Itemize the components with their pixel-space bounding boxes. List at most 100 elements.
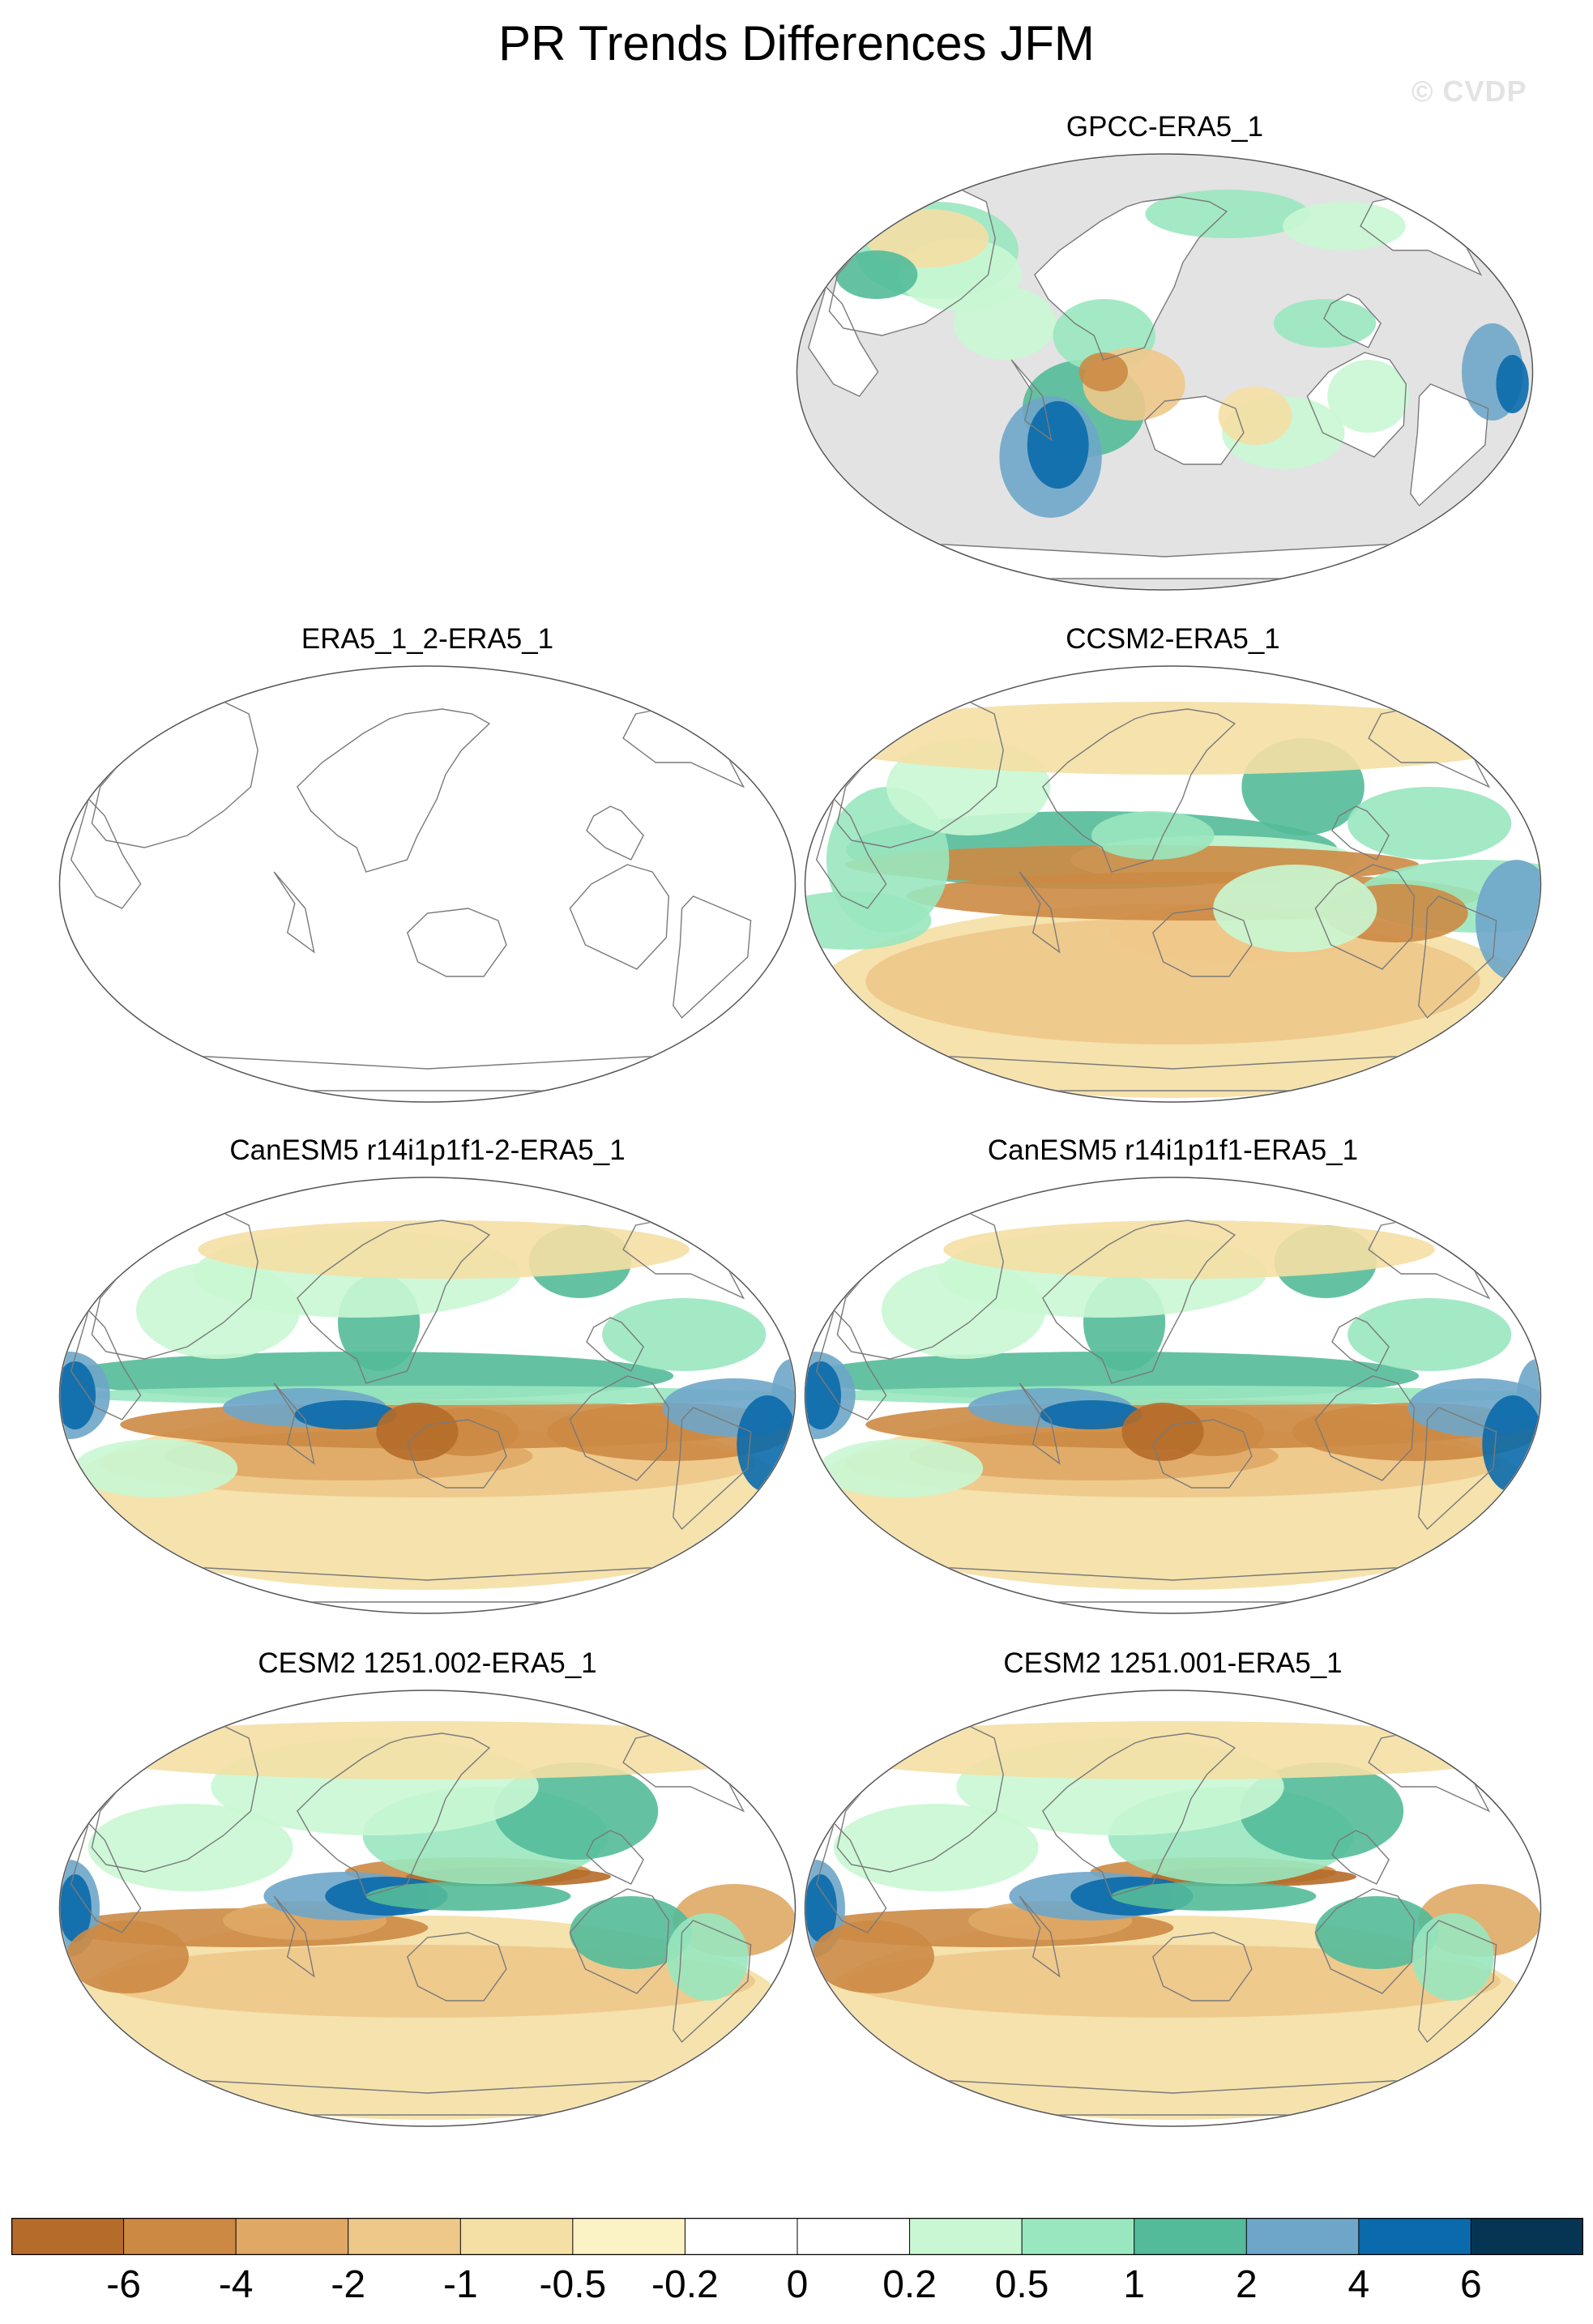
anomaly-patch [845, 1945, 1501, 2018]
robinson-map [58, 1177, 796, 1614]
colorbar [11, 2218, 1583, 2255]
page-title: PR Trends Differences JFM [498, 16, 1095, 70]
colorbar-tick-label: -2 [331, 2263, 366, 2306]
colorbar-swatch [348, 2218, 461, 2255]
coastline [160, 1565, 694, 1603]
anomaly-patch [943, 1220, 1435, 1279]
colorbar-tick-label: 1 [1123, 2263, 1146, 2306]
anomaly-patch [1347, 1298, 1512, 1371]
anomaly-patch [1111, 1882, 1317, 1911]
coastline [1019, 1382, 1061, 1465]
coastline [1331, 1830, 1390, 1885]
colorbar-swatch [1134, 2218, 1247, 2255]
anomaly-patch [811, 1920, 934, 1993]
coastline [569, 1375, 670, 1481]
anomaly-patch [865, 209, 989, 267]
coastline [1331, 1317, 1390, 1372]
anomaly-patch [88, 1804, 293, 1891]
coastline [406, 908, 507, 977]
coastline [1151, 1419, 1253, 1489]
coastline [1418, 1407, 1497, 1531]
coastline [586, 1830, 644, 1885]
anomaly-patch [1145, 190, 1309, 238]
coastline [160, 1053, 694, 1092]
coastline [1042, 1220, 1236, 1384]
coastline [1410, 383, 1489, 507]
anomaly-patch [570, 1896, 693, 1969]
coastline [1143, 395, 1245, 465]
map-panel-title: CanESM5 r14i1p1f1-2-ERA5_1 [229, 1134, 626, 1166]
map-panel-title: ERA5_1_2-ERA5_1 [301, 623, 554, 655]
coastline [898, 541, 1432, 579]
coastline [828, 186, 996, 336]
colorbar-swatch [1471, 2218, 1583, 2255]
colorbar-swatch [460, 2218, 574, 2255]
map-panel-title: CESM2 1251.001-ERA5_1 [1003, 1647, 1343, 1679]
anomaly-patch [602, 1298, 767, 1371]
robinson-map [58, 1690, 796, 2127]
colorbar-tick-label: 0 [786, 2263, 809, 2306]
coastline [297, 708, 491, 873]
map-outline [796, 153, 1534, 591]
anomaly-patch [1040, 1400, 1142, 1429]
coastline [1314, 1375, 1416, 1481]
colorbar-tick-label: 4 [1347, 2263, 1370, 2306]
land-region [808, 287, 878, 396]
coastline [807, 285, 879, 397]
map-outline [804, 1177, 1542, 1614]
coastline [297, 1220, 491, 1384]
coastline [1034, 196, 1228, 361]
coastline [1019, 871, 1061, 954]
colorbar-swatch [1022, 2218, 1135, 2255]
coastline [1418, 895, 1497, 1019]
colorbar-tick-label: -0.2 [651, 2263, 719, 2306]
coastline [273, 1382, 315, 1465]
colorbar-swatch [1358, 2218, 1471, 2255]
coastline [1314, 1888, 1416, 1994]
anomaly-patch [1121, 1403, 1204, 1461]
anomaly-patch [808, 702, 1538, 775]
map-panel-title: CESM2 1251.002-ERA5_1 [258, 1647, 597, 1679]
coastline [906, 1053, 1440, 1092]
map-background [60, 667, 795, 1101]
anomaly-patch [198, 1220, 690, 1279]
colorbar-tick-label: -4 [218, 2263, 254, 2306]
robinson-map [804, 665, 1542, 1103]
colorbar-swatch [797, 2218, 911, 2255]
anomaly-patch [1273, 299, 1377, 348]
coastline [70, 1309, 142, 1420]
anomaly-patch [66, 1920, 189, 1993]
anomaly-patch [1091, 811, 1215, 860]
anomaly-patch [1283, 202, 1406, 250]
coastline [906, 1565, 1440, 1603]
coastline [1151, 908, 1253, 977]
map-outline [58, 665, 796, 1103]
coastline [70, 1822, 142, 1933]
anomaly-patch [74, 1439, 238, 1497]
colorbar-tick-label: 0.2 [882, 2263, 937, 2306]
map-outline [804, 665, 1542, 1103]
colorbar-swatch [572, 2218, 685, 2255]
coastline [815, 797, 887, 909]
anomaly-patch [808, 1721, 1538, 1779]
anomaly-patch [819, 1439, 984, 1497]
map-panel-title: GPCC-ERA5_1 [1066, 111, 1264, 143]
coastline [815, 1309, 887, 1420]
coastline [160, 2078, 694, 2116]
colorbar-swatch [11, 2218, 125, 2255]
anomaly-patch [1218, 387, 1292, 445]
coastline [836, 698, 1004, 848]
anomaly-patch [60, 1361, 96, 1429]
anomaly-patch [1027, 401, 1089, 489]
map-panel-title: CCSM2-ERA5_1 [1066, 623, 1280, 655]
coastline [1331, 805, 1390, 861]
coastline [673, 1920, 752, 2044]
anomaly-patch [60, 1874, 92, 1942]
coastline [1314, 864, 1416, 970]
anomaly-patch [805, 1874, 837, 1942]
coastline [836, 1723, 1004, 1873]
coastline [1042, 708, 1236, 873]
coastline [1306, 352, 1407, 458]
coastline [70, 797, 142, 909]
coastline [297, 1732, 491, 1897]
